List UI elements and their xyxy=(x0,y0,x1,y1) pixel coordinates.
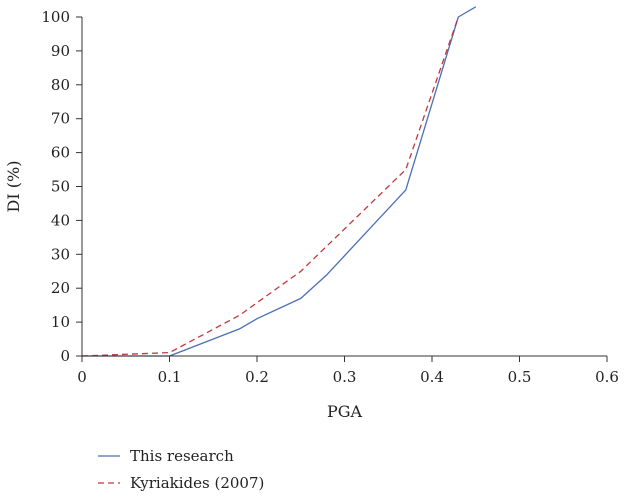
y-tick-label: 90 xyxy=(51,42,70,60)
x-tick-label: 0.3 xyxy=(333,368,357,386)
x-tick-label: 0.4 xyxy=(420,368,444,386)
y-tick-label: 20 xyxy=(51,279,70,297)
series-line-0 xyxy=(82,6,477,357)
x-tick-label: 0.6 xyxy=(595,368,619,386)
x-axis-title: PGA xyxy=(327,402,363,421)
plot-area xyxy=(81,6,477,357)
y-tick-label: 30 xyxy=(51,245,70,263)
y-tick-label: 10 xyxy=(51,313,70,331)
x-tick-label: 0.1 xyxy=(158,368,182,386)
y-tick-label: 0 xyxy=(60,347,70,365)
y-axis-title: DI (%) xyxy=(4,161,23,213)
legend-label-0: This research xyxy=(130,447,234,465)
legend: This research Kyriakides (2007) xyxy=(98,447,264,492)
x-axis-ticks: 0 0.1 0.2 0.3 0.4 0.5 0.6 xyxy=(77,356,619,386)
y-tick-label: 100 xyxy=(41,8,70,26)
y-tick-label: 60 xyxy=(51,144,70,162)
y-tick-label: 40 xyxy=(51,211,70,229)
y-tick-label: 70 xyxy=(51,110,70,128)
x-tick-label: 0.2 xyxy=(245,368,269,386)
x-tick-label: 0.5 xyxy=(508,368,532,386)
legend-label-1: Kyriakides (2007) xyxy=(130,474,264,492)
x-tick-label: 0 xyxy=(77,368,87,386)
series-line-1 xyxy=(81,16,459,357)
y-tick-label: 80 xyxy=(51,76,70,94)
y-tick-label: 50 xyxy=(51,178,70,196)
y-axis-ticks: 0 10 20 30 40 50 60 70 80 90 100 xyxy=(41,8,82,365)
